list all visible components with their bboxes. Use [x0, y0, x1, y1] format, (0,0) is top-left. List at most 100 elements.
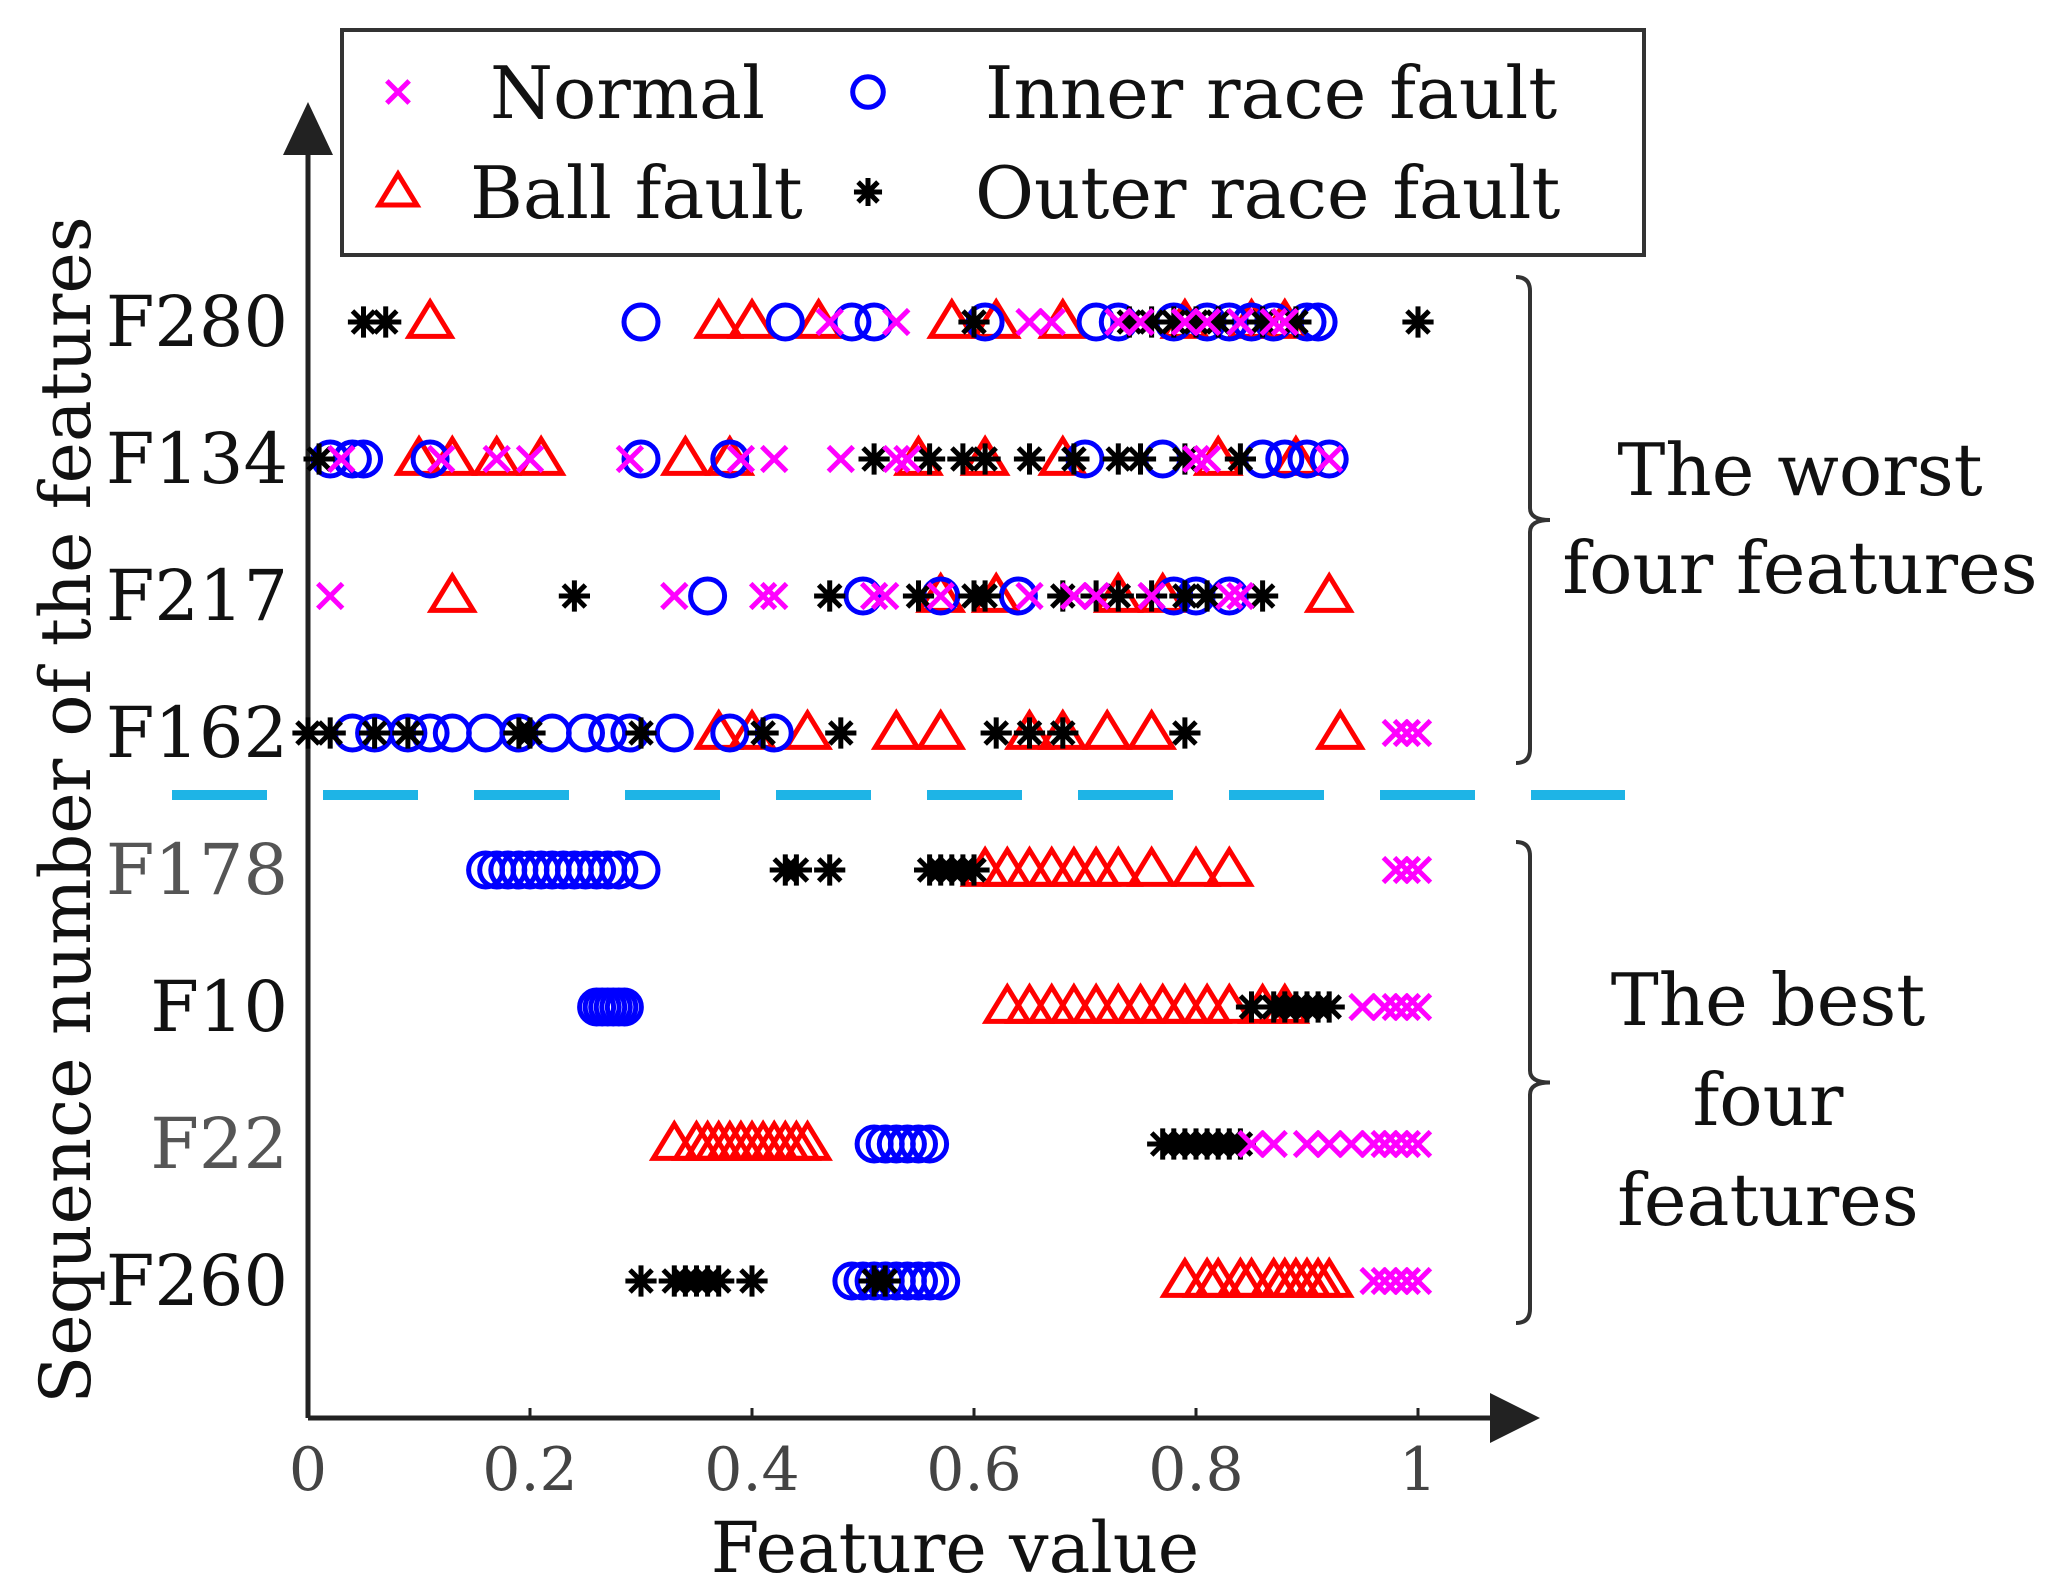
legend-label: Inner race fault: [985, 51, 1557, 135]
normal-point: [1392, 992, 1422, 1022]
ball-fault-point: [915, 708, 967, 750]
outer-race-fault-point: [958, 854, 990, 886]
inner-race-fault-point: [1076, 302, 1116, 342]
y-tick-label-f260: F260: [106, 1240, 288, 1322]
legend-marker-outer-race-fault: [853, 177, 883, 207]
normal-point: [1237, 1129, 1266, 1159]
normal-point: [1403, 718, 1433, 748]
outer-race-fault-point: [947, 443, 979, 475]
normal-point: [1037, 307, 1066, 337]
outer-race-fault-point: [625, 717, 657, 749]
outer-race-fault-point: [1136, 306, 1168, 338]
legend-label: Outer race fault: [975, 151, 1560, 235]
ball-fault-point: [870, 708, 922, 750]
normal-point: [760, 581, 789, 611]
ball-fault-point: [726, 297, 778, 339]
legend-marker-ball-fault: [374, 169, 422, 208]
outer-race-fault-point: [814, 580, 846, 612]
normal-point: [1015, 581, 1044, 611]
outer-race-fault-point: [1013, 717, 1046, 749]
normal-point: [1392, 718, 1422, 748]
ball-fault-point: [404, 297, 456, 339]
annotation-text-line: four features: [1562, 526, 2037, 610]
normal-point: [1226, 307, 1255, 337]
outer-race-fault-point: [1102, 580, 1134, 612]
ball-fault-point: [1026, 845, 1078, 887]
normal-point: [748, 581, 778, 611]
ball-fault-point: [782, 1119, 833, 1161]
x-tick-label: 0.8: [1148, 1435, 1243, 1505]
normal-point: [1337, 1129, 1366, 1159]
normal-point: [1381, 718, 1410, 748]
ball-fault-point: [1203, 845, 1255, 887]
normal-point: [1215, 581, 1244, 611]
inner-race-fault-point: [1309, 439, 1349, 479]
outer-race-fault-point: [814, 854, 846, 886]
normal-point: [1392, 855, 1422, 885]
ball-fault-point: [659, 434, 711, 476]
normal-point: [1059, 581, 1089, 611]
ball-fault-point: [1070, 845, 1122, 887]
outer-race-fault-point: [1202, 306, 1234, 338]
y-tick-label-f178: F178: [106, 829, 288, 911]
normal-point: [760, 444, 789, 474]
ball-fault-point: [1303, 1256, 1355, 1298]
outer-race-fault-point: [1113, 306, 1145, 338]
x-tick-labels: 0 0.2 0.4 0.6 0.8 1: [289, 1408, 1437, 1505]
y-tick-label-f162: F162: [106, 692, 288, 774]
inner-race-fault-point: [910, 1261, 950, 1301]
normal-point: [1259, 307, 1288, 337]
outer-race-fault-point: [1102, 443, 1134, 475]
normal-point: [1259, 1129, 1288, 1159]
outer-race-fault-point: [1169, 580, 1201, 612]
ball-fault-point: [915, 571, 967, 613]
normal-point: [882, 444, 911, 474]
x-tick-label: 0: [289, 1435, 327, 1505]
outer-race-fault-point: [1047, 580, 1079, 612]
ball-fault-point: [1026, 982, 1078, 1024]
y-axis-label: Sequence number of the features: [25, 216, 107, 1403]
inner-race-fault-point: [710, 713, 750, 753]
x-axis-arrow: [1490, 1393, 1540, 1443]
ball-fault-point: [1126, 845, 1178, 887]
outer-race-fault-point: [1169, 717, 1201, 749]
ball-fault-point: [926, 297, 978, 339]
normal-point: [1292, 1129, 1322, 1159]
outer-race-fault-point: [314, 717, 346, 749]
outer-race-fault-point: [1180, 306, 1212, 338]
outer-race-fault-point: [736, 1265, 768, 1297]
y-tick-label-f134: F134: [106, 418, 288, 500]
normal-point: [1392, 1266, 1422, 1296]
inner-race-fault-point: [566, 713, 605, 753]
inner-race-fault-point: [1265, 439, 1305, 479]
normal-point: [1348, 992, 1377, 1022]
ball-fault-point: [782, 708, 833, 750]
legend-label: Normal: [490, 51, 765, 135]
outer-race-fault-point: [1158, 306, 1190, 338]
inner-race-fault-point: [577, 850, 617, 890]
normal-point: [1381, 1129, 1410, 1159]
inner-race-fault-point: [621, 302, 661, 342]
outer-race-fault-point: [902, 580, 935, 612]
outer-race-fault-point: [1047, 717, 1079, 749]
outer-race-fault-point: [958, 306, 990, 338]
inner-race-fault-point: [832, 302, 872, 342]
outer-race-fault-point: [1402, 306, 1434, 338]
outer-race-fault-point: [1313, 991, 1345, 1023]
ball-fault-point: [981, 982, 1033, 1024]
outer-race-fault-point: [347, 306, 380, 338]
inner-race-fault-point: [899, 1261, 938, 1301]
normal-point: [815, 307, 844, 337]
outer-race-fault-point: [1124, 443, 1157, 475]
normal-point: [1181, 444, 1211, 474]
normal-point: [1370, 1129, 1399, 1159]
normal-point: [1359, 1266, 1388, 1296]
outer-race-fault-point: [1224, 1128, 1256, 1160]
normal-point: [1126, 307, 1155, 337]
ball-fault-point: [1048, 982, 1100, 1024]
normal-point: [1403, 992, 1433, 1022]
normal-point: [1315, 1129, 1344, 1159]
annotation-text-line: The best: [1611, 958, 1926, 1042]
ball-fault-point: [1203, 982, 1255, 1024]
